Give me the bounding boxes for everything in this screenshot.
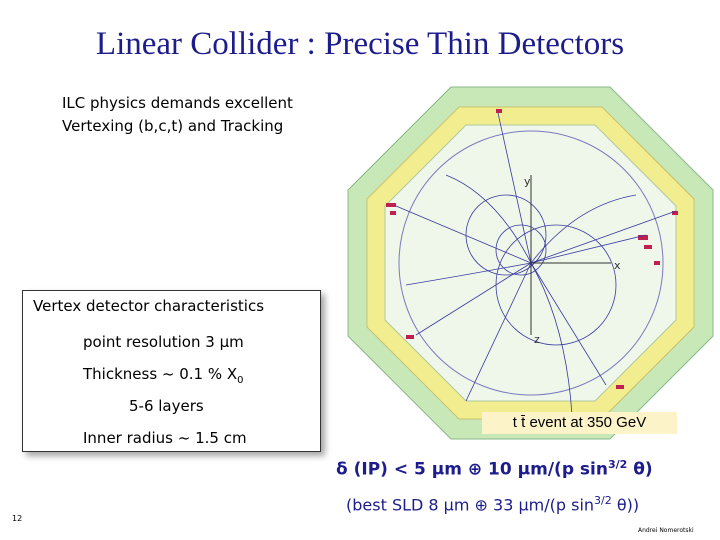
tracker-circle xyxy=(398,130,664,396)
vertex-characteristics-box: Vertex detector characteristics point re… xyxy=(22,290,321,452)
formula-post: θ) xyxy=(627,459,653,480)
event-axes xyxy=(530,175,611,335)
formula-pre: δ (IP) < 5 μm ⊕ 10 μm/(p sin xyxy=(336,459,608,480)
author-name: Andrei Nomerotski xyxy=(638,527,694,534)
radius-line: Inner radius ~ 1.5 cm xyxy=(83,429,247,447)
resolution-label: point resolution 3 xyxy=(83,333,220,351)
sld-comparison: (best SLD 8 μm ⊕ 33 μm/(p sin3/2 θ)) xyxy=(346,494,639,514)
slide-title: Linear Collider : Precise Thin Detectors xyxy=(95,26,625,62)
layers-line: 5-6 layers xyxy=(129,397,204,415)
ip-resolution-formula: δ (IP) < 5 μm ⊕ 10 μm/(p sin3/2 θ) xyxy=(336,458,653,480)
intro-line-1: ILC physics demands excellent xyxy=(62,94,293,112)
sld-pre: (best SLD 8 μm ⊕ 33 μm/(p sin xyxy=(346,495,595,515)
thickness-subscript: 0 xyxy=(237,375,244,386)
event-display: y x z xyxy=(346,85,715,441)
sld-post: θ)) xyxy=(611,495,640,515)
sld-exp: 3/2 xyxy=(594,494,612,507)
axis-label-z: z xyxy=(534,333,540,346)
event-caption: t t̄ event at 350 GeV xyxy=(482,412,677,434)
intro-line-2: Vertexing (b,c,t) and Tracking xyxy=(62,117,284,135)
axis-label-y: y xyxy=(524,175,531,188)
axis-label-x: x xyxy=(614,259,621,272)
formula-exp: 3/2 xyxy=(607,458,628,471)
particle-tracks xyxy=(395,112,677,416)
intro-text: ILC physics demands excellent Vertexing … xyxy=(62,92,322,138)
page-number: 12 xyxy=(12,514,23,523)
resolution-line: point resolution 3 μm xyxy=(83,333,244,351)
thickness-line: Thickness ~ 0.1 % X0 xyxy=(83,365,244,386)
thickness-label: Thickness ~ 0.1 % X xyxy=(83,365,238,383)
box-heading: Vertex detector characteristics xyxy=(33,297,265,315)
resolution-unit: μm xyxy=(219,333,244,351)
